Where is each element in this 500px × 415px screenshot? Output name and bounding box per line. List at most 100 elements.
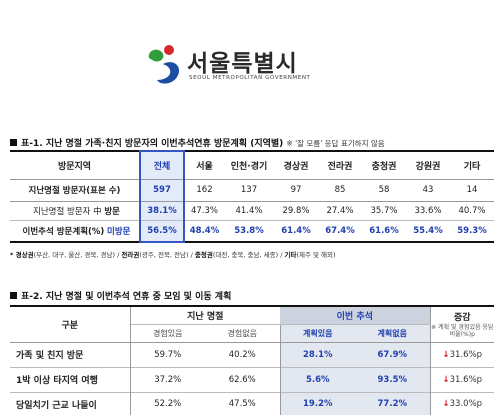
table-cell: 67.9%: [355, 342, 431, 367]
current-chuseok-header: 이번 추석: [280, 306, 431, 325]
table-cell: 40.2%: [205, 342, 281, 367]
table-cell: 27.4%: [326, 205, 354, 216]
heading-square-icon: [10, 292, 17, 299]
table-row: 1박 이상 타지역 여행 37.2% 62.6% 5.6% 93.5% ↓31.…: [10, 367, 495, 392]
col-header: 강원권: [415, 161, 441, 172]
table2-title: 표-2. 지난 명절 및 이번추석 연휴 중 모임 및 이동 계획: [21, 292, 232, 302]
table-cell: 47.5%: [205, 392, 281, 415]
regional-visit-table: 방문지역 전체 서울 인천·경기 경상권 전라권 충청권 강원권 기타 지난명절…: [10, 150, 494, 243]
visit-row-label: 지난명절 방문자 中 방문: [10, 201, 140, 220]
legend-desc: (대전, 충북, 충남, 세종) /: [212, 251, 283, 259]
table-cell: 48.4%: [189, 225, 220, 236]
change-value: 31.6%p: [449, 349, 483, 360]
region-label: 방문지역: [57, 161, 92, 172]
table-cell: 597: [139, 179, 185, 201]
down-arrow-icon: ↓: [442, 374, 450, 385]
table-cell: 61.6%: [369, 225, 399, 236]
table-cell: 53.8%: [234, 225, 264, 236]
visit-row: 지난명절 방문자 中 방문 38.1% 47.3% 41.4% 29.8% 27…: [10, 201, 494, 220]
col-header: 기타: [463, 161, 481, 172]
row-label: 당일치기 근교 나들이: [10, 392, 131, 415]
table1-heading: 표-1. 지난 명절 가족·친지 방문자의 이번추석연휴 방문계획 (지역별) …: [10, 136, 385, 149]
col-header: 전체: [139, 150, 185, 179]
table-cell: 47.3%: [190, 205, 218, 216]
legend-term: 충청권: [194, 251, 213, 259]
plan-row-sub-label: 미방문: [107, 226, 131, 237]
table-cell: 61.4%: [281, 225, 311, 236]
table-cell: 19.2%: [280, 392, 356, 415]
no-visit-row: 이번추석 방문계획(%) 미방문 56.5% 48.4% 53.8% 61.4%…: [10, 220, 494, 243]
region-legend: * 경상권(부산, 대구, 울산, 경북, 경남) / 전라권(광주, 전북, …: [10, 249, 336, 259]
table-cell: 5.6%: [280, 367, 356, 392]
table-cell: 38.1%: [139, 201, 185, 220]
table1-title: 표-1. 지난 명절 가족·친지 방문자의 이번추석연휴 방문계획 (지역별): [21, 139, 284, 149]
gubun-header: 구분: [10, 306, 131, 342]
table2-header-row: 구분 지난 명절 이번 추석 증감: [10, 306, 495, 342]
table-cell: 52.2%: [154, 399, 182, 410]
table-cell: 93.5%: [355, 367, 431, 392]
table-cell: 77.2%: [355, 392, 431, 415]
change-cell: ↓33.0%p: [429, 392, 495, 415]
table-row: 가족 및 친지 방문 59.7% 40.2% 28.1% 67.9% ↓31.6…: [10, 342, 495, 367]
change-value: 33.0%p: [449, 399, 483, 410]
visit-row-sub-label: 방문: [104, 206, 120, 217]
plan-row-main-label: 이번추석 방문계획(%): [22, 226, 105, 237]
sample-size-row: 지난명절 방문자(표본 수) 597 162 137 97 85 58 43 1…: [10, 179, 494, 201]
table-cell: 67.4%: [325, 225, 355, 236]
table2-subheader-row: 경험있음 경험없음 계획있음 계획없음 ※ 계획 및 경험있음 응답비율(%)p: [10, 324, 495, 342]
col-header: 전라권: [327, 161, 353, 172]
table2-heading: 표-2. 지난 명절 및 이번추석 연휴 중 모임 및 이동 계획: [10, 289, 231, 302]
table-cell: 62.6%: [205, 367, 281, 392]
col-header: 경상권: [283, 161, 309, 172]
table-row: 당일치기 근교 나들이 52.2% 47.5% 19.2% 77.2% ↓33.…: [10, 392, 495, 415]
col-header: 인천·경기: [230, 161, 268, 172]
table-cell: 37.2%: [154, 374, 182, 385]
table-cell: 56.5%: [139, 220, 185, 243]
table-cell: 162: [196, 185, 213, 195]
down-arrow-icon: ↓: [442, 399, 450, 410]
table-cell: 28.1%: [280, 342, 356, 367]
sample-row-label: 지난명절 방문자(표본 수): [28, 186, 121, 196]
legend-desc: (광주, 전북, 전남) /: [139, 251, 193, 259]
past-holiday-header: 지난 명절: [130, 306, 281, 325]
col-header: 서울: [196, 161, 213, 172]
plan-row-label: 이번추석 방문계획(%) 미방문: [10, 220, 140, 242]
table-cell: 14: [466, 185, 478, 195]
sub-header: 경험있음: [153, 328, 183, 338]
change-header: 증감: [429, 306, 495, 324]
legend-desc: (제주 및 해외): [296, 251, 336, 259]
legend-term: * 경상권: [10, 251, 34, 259]
seoul-emblem-icon: [148, 45, 180, 84]
visit-row-main-label: 지난명절 방문자 中: [33, 206, 102, 217]
row-label: 1박 이상 타지역 여행: [10, 367, 131, 392]
heading-square-icon: [10, 139, 17, 146]
change-cell: ↓31.6%p: [429, 367, 495, 392]
sub-header: 경험없음: [205, 324, 281, 342]
table1-header-row: 방문지역 전체 서울 인천·경기 경상권 전라권 충청권 강원권 기타: [10, 150, 494, 179]
table-cell: 43: [422, 185, 434, 195]
table1-note: ※ '잘 모름' 응답 표기하지 않음: [286, 139, 385, 148]
legend-desc: (부산, 대구, 울산, 경북, 경남) /: [33, 251, 120, 259]
sub-header: 계획없음: [355, 324, 431, 342]
table-cell: 29.8%: [282, 205, 310, 216]
sub-header: 계획있음: [280, 324, 356, 342]
table-cell: 55.4%: [413, 225, 443, 236]
table-cell: 40.7%: [458, 205, 486, 216]
travel-plan-table: 구분 지난 명절 이번 추석 증감 경험있음 경험없음 계획있음 계획없음 ※ …: [10, 305, 495, 415]
table-cell: 59.3%: [457, 225, 487, 236]
change-note: ※ 계획 및 경험있음 응답비율(%)p: [429, 324, 495, 342]
table-cell: 85: [334, 185, 346, 195]
table-cell: 58: [378, 185, 390, 195]
logo-subtitle: SEOUL METROPOLITAN GOVERNMENT: [189, 75, 311, 81]
table-cell: 33.6%: [414, 205, 442, 216]
legend-term: 기타: [284, 251, 297, 259]
table-cell: 137: [240, 185, 258, 195]
col-header: 충청권: [371, 161, 397, 172]
change-cell: ↓31.6%p: [429, 342, 495, 367]
down-arrow-icon: ↓: [442, 349, 450, 360]
legend-term: 전라권: [121, 251, 140, 259]
table-cell: 59.7%: [154, 349, 182, 360]
change-value: 31.6%p: [449, 374, 483, 385]
seoul-logo: 서울특별시 SEOUL METROPOLITAN GOVERNMENT: [145, 44, 325, 94]
row-label: 가족 및 친지 방문: [10, 342, 131, 367]
